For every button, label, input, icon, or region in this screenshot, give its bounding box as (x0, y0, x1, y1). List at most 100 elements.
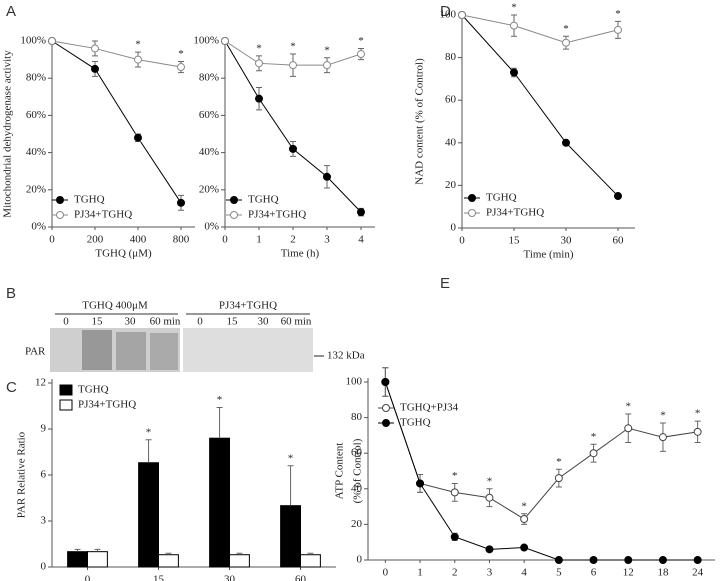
point (589, 449, 598, 458)
y-tick-label: 0% (204, 221, 219, 233)
lane-label: 15 (227, 316, 239, 328)
legend-marker (230, 211, 238, 219)
legend-label: PJ34+TGHQ (486, 207, 544, 219)
error-bar (287, 465, 294, 506)
lane-label: 60 min (281, 316, 312, 328)
bar (209, 437, 230, 568)
size-marker: 132 kDa (327, 350, 365, 362)
bar (300, 554, 321, 568)
panel-label: A (6, 3, 16, 20)
x-tick-label: 3 (487, 567, 493, 579)
legend-label: TGHQ (78, 384, 109, 396)
point (693, 556, 702, 564)
point (255, 59, 263, 68)
significance: * (217, 394, 223, 406)
y-axis-label: (% of Control) (352, 438, 364, 503)
panel-label: E (440, 275, 450, 292)
x-tick-label: 1 (417, 567, 423, 579)
point (221, 37, 229, 45)
y-tick-label: 12 (35, 377, 46, 389)
blot-band (150, 333, 178, 370)
error-bar (236, 552, 243, 555)
legend-swatch (59, 384, 73, 396)
y-tick-label: 3 (41, 515, 47, 527)
point (658, 433, 667, 442)
series-line (461, 14, 619, 197)
y-tick-label: 40 (351, 482, 363, 494)
significance: * (591, 431, 597, 443)
y-tick-label: 100 (440, 9, 457, 21)
legend-label: PJ34+TGHQ (248, 209, 306, 221)
significance: * (695, 408, 701, 420)
y-tick-label: 80 (445, 51, 457, 63)
point (485, 493, 494, 502)
legend-label: TGHQ (486, 192, 517, 204)
x-tick-label: 12 (623, 567, 634, 579)
y-tick-label: 20% (199, 183, 219, 195)
lane-label: 0 (197, 316, 203, 328)
bar (138, 462, 159, 568)
significance: * (324, 44, 330, 56)
panel-label: B (6, 285, 16, 302)
point (357, 50, 365, 59)
x-tick-label: 60 (295, 574, 307, 581)
error-bar (165, 552, 172, 555)
x-axis-label: Time (h) (281, 248, 320, 260)
significance: * (556, 456, 562, 468)
point (485, 545, 494, 554)
western-blot: TGHQ 400μM PJ34+TGHQ 0 15 30 60 min 0 15… (25, 300, 365, 372)
x-tick-label: 15 (153, 574, 165, 581)
x-tick-label: 4 (358, 234, 364, 246)
y-axis-label: PAR Relative Ratio (16, 431, 28, 518)
error-bar (94, 548, 101, 552)
series-line (51, 40, 182, 68)
x-tick-label: 4 (521, 567, 527, 579)
significance: * (256, 42, 262, 54)
legend-marker (56, 196, 64, 204)
lane-label: 30 (258, 316, 270, 328)
legend-label: TGHQ (74, 194, 105, 206)
significance: * (511, 2, 517, 14)
y-tick-label: 100 (346, 376, 363, 388)
x-tick-label: 1 (256, 234, 262, 246)
x-tick-label: 3 (324, 234, 330, 246)
y-tick-label: 0% (31, 221, 46, 233)
blot-image (183, 328, 313, 372)
point (693, 427, 702, 436)
point (289, 61, 297, 70)
legend-label: TGHQ (400, 417, 431, 429)
significance: * (135, 39, 141, 51)
legend-label: PJ34+TGHQ (78, 399, 136, 411)
significance: * (290, 41, 296, 53)
x-tick-label: 0 (459, 235, 465, 247)
y-axis-label: Mitochondrial dehydrogenase activity (2, 50, 14, 218)
point (510, 21, 518, 30)
point (562, 38, 570, 47)
y-tick-label: 60% (199, 109, 219, 121)
lane-label: 15 (92, 316, 104, 328)
point (323, 61, 331, 70)
lane-label: 30 (125, 316, 137, 328)
y-tick-label: 100% (20, 35, 46, 47)
point (614, 25, 622, 34)
point (91, 44, 99, 53)
legend-label: TGHQ (248, 194, 279, 206)
point (554, 474, 563, 483)
x-axis-label: Time (min) (523, 249, 573, 261)
y-tick-label: 20 (445, 179, 457, 191)
x-tick-label: 0 (49, 234, 55, 246)
point (255, 94, 263, 103)
significance: * (146, 426, 152, 438)
error-bar (307, 552, 314, 555)
point (91, 64, 99, 73)
x-tick-label: 60 (613, 235, 625, 247)
x-tick-label: 18 (657, 567, 669, 579)
y-axis-label: NAD content (% of Control) (414, 58, 426, 185)
legend-marker (382, 404, 390, 412)
point (134, 55, 142, 64)
x-axis-label: TGHQ (μM) (95, 248, 152, 260)
bar (229, 554, 250, 568)
significance: * (615, 8, 621, 20)
y-tick-label: 80 (351, 411, 363, 423)
